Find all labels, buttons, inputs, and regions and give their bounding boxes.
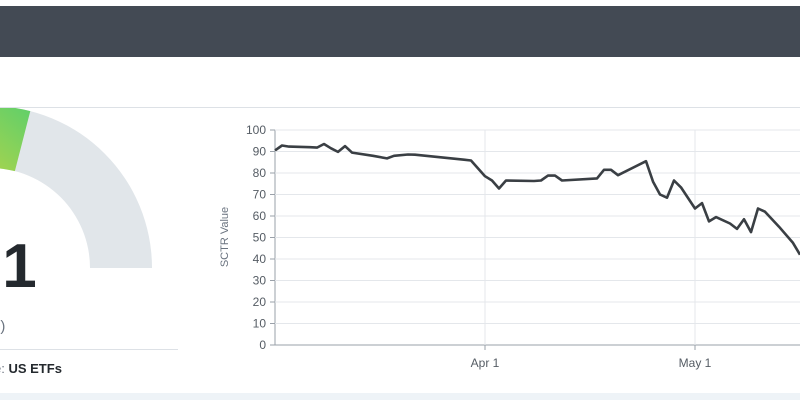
gauge-fill [0, 108, 31, 172]
y-tick-label: 40 [253, 252, 267, 266]
x-axis-ticks: Apr 1 May 1 [471, 345, 712, 370]
y-axis-ticks: 0 10 20 30 40 50 60 70 80 90 100 [246, 123, 275, 352]
chart-grid [274, 129, 800, 346]
y-tick-label: 70 [253, 188, 267, 202]
top-header-bar [0, 6, 800, 57]
sctr-score-value: .1 [0, 232, 37, 301]
section-divider [0, 107, 800, 108]
sctr-universe: e: US ETFs [0, 361, 62, 376]
y-tick-label: 30 [253, 274, 267, 288]
y-tick-label: 0 [259, 338, 266, 352]
sctr-gauge [0, 108, 152, 268]
x-tick-label: Apr 1 [471, 356, 500, 370]
y-tick-label: 10 [253, 317, 267, 331]
gauge-divider [0, 349, 178, 350]
universe-label: e: [0, 361, 5, 376]
gauge-track [0, 108, 152, 268]
y-tick-label: 50 [253, 231, 267, 245]
sctr-history-chart: 0 10 20 30 40 50 60 70 80 90 100 Apr 1 May 1 SCTR V… [219, 123, 800, 370]
y-tick-label: 90 [253, 145, 267, 159]
x-tick-label: May 1 [679, 356, 712, 370]
bottom-strip [0, 393, 800, 400]
y-tick-label: 60 [253, 209, 267, 223]
y-tick-label: 80 [253, 166, 267, 180]
y-tick-label: 100 [246, 123, 266, 137]
sctr-score-change: 8) [0, 318, 6, 335]
universe-value: US ETFs [8, 361, 62, 376]
y-axis-label: SCTR Value [219, 207, 231, 267]
series-line [274, 142, 800, 256]
y-tick-label: 20 [253, 295, 267, 309]
